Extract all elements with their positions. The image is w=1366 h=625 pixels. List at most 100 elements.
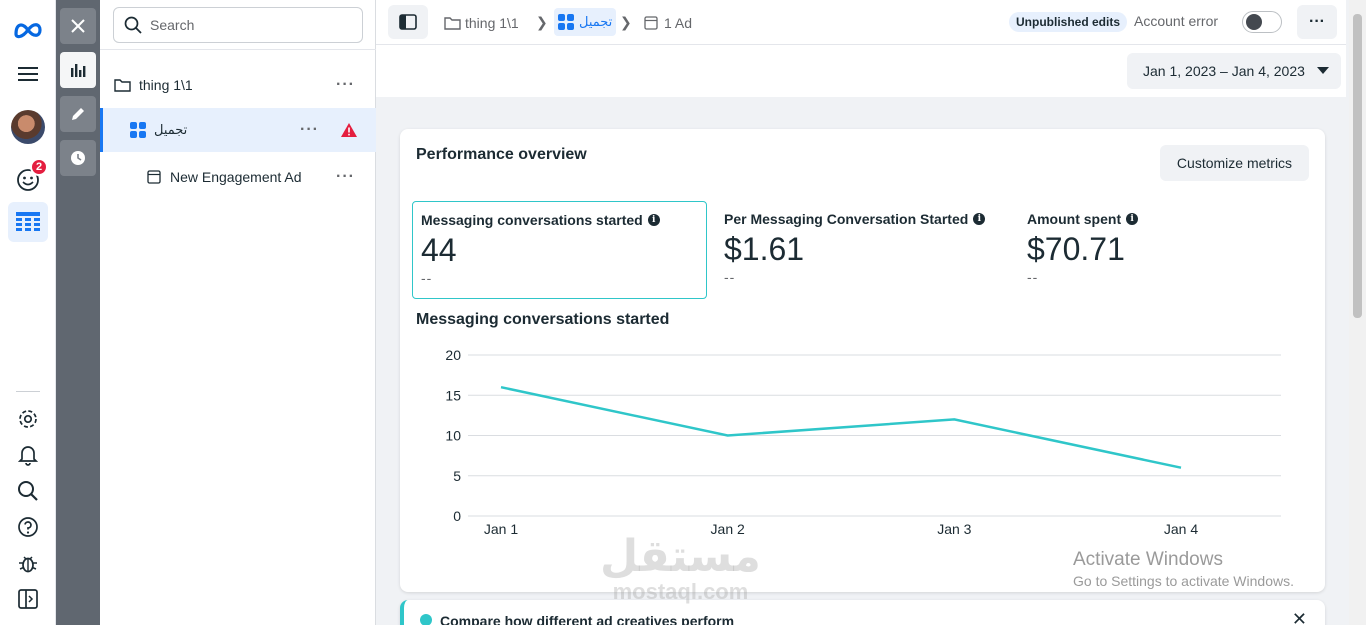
meta-logo-icon[interactable] bbox=[8, 10, 48, 50]
metric-comparison: -- bbox=[1027, 269, 1039, 285]
tip-icon bbox=[420, 614, 432, 625]
folder-icon bbox=[114, 79, 131, 92]
publish-toggle[interactable] bbox=[1242, 11, 1282, 33]
series-line bbox=[500, 385, 1182, 469]
ad-more-icon[interactable]: ··· bbox=[336, 168, 355, 185]
history-clock-icon[interactable] bbox=[60, 140, 96, 176]
adset-more-icon[interactable]: ··· bbox=[300, 121, 319, 138]
more-options-button[interactable]: ··· bbox=[1297, 5, 1337, 39]
mostaql-watermark: مستقل mostaql.com bbox=[600, 533, 761, 603]
chart-title: Messaging conversations started bbox=[416, 311, 670, 328]
edit-pencil-icon[interactable] bbox=[60, 96, 96, 132]
search-box[interactable] bbox=[113, 7, 363, 43]
x-tick-label: Jan 2 bbox=[711, 521, 745, 537]
x-tick-label: Jan 4 bbox=[1164, 521, 1198, 537]
caret-down-icon bbox=[1317, 67, 1329, 74]
tree-item-ad[interactable]: New Engagement Ad ··· bbox=[100, 155, 376, 199]
adset-grid-icon bbox=[130, 122, 146, 138]
close-icon[interactable] bbox=[60, 8, 96, 44]
mostaql-watermark-url: mostaql.com bbox=[612, 579, 749, 604]
y-tick-label: 15 bbox=[445, 387, 461, 403]
line-chart: 0 5 10 15 20 Jan 1 Jan 2 Jan 3 Jan 4 bbox=[445, 347, 1281, 537]
y-tick-label: 0 bbox=[453, 508, 461, 524]
breadcrumb-ads[interactable]: 1 Ad bbox=[644, 0, 692, 45]
scrollbar-thumb[interactable] bbox=[1353, 14, 1362, 318]
metric-value: $1.61 bbox=[724, 231, 805, 267]
unpublished-edits-badge[interactable]: Unpublished edits bbox=[1009, 12, 1128, 32]
info-icon[interactable]: i bbox=[1126, 213, 1139, 225]
search-icon[interactable] bbox=[8, 471, 48, 511]
side-panel-icon[interactable] bbox=[8, 579, 48, 619]
tree-divider bbox=[100, 49, 376, 50]
customize-metrics-button[interactable]: Customize metrics bbox=[1160, 145, 1309, 181]
avatar[interactable] bbox=[11, 110, 45, 144]
help-icon[interactable] bbox=[8, 507, 48, 547]
metric-value: 44 bbox=[421, 232, 457, 268]
emoji-notifications-icon[interactable]: 2 bbox=[8, 158, 48, 200]
info-icon[interactable]: i bbox=[647, 214, 660, 226]
notification-badge: 2 bbox=[30, 158, 48, 176]
performance-overview-card: Performance overview Customize metrics M… bbox=[400, 129, 1325, 592]
metric-tile-cost-per[interactable]: Per Messaging Conversation Started i $1.6… bbox=[716, 201, 1011, 299]
metric-comparison: -- bbox=[724, 269, 736, 285]
metric-comparison: -- bbox=[421, 270, 433, 286]
chevron-right-icon: ❯ bbox=[536, 14, 548, 30]
metric-tile-messaging[interactable]: Messaging conversations started i 44 -- bbox=[412, 201, 707, 299]
search-input[interactable] bbox=[150, 17, 350, 33]
campaign-name: thing 1\1 bbox=[139, 77, 193, 93]
metric-tile-amount-spent[interactable]: Amount spent i $70.71 -- bbox=[1019, 201, 1314, 299]
top-bar: thing 1\1 ❯ تجميل ❯ 1 Ad Unpublished edi… bbox=[376, 0, 1346, 45]
breadcrumb-campaign-label: thing 1\1 bbox=[465, 14, 519, 31]
chevron-right-icon: ❯ bbox=[620, 14, 632, 30]
y-tick-label: 20 bbox=[445, 347, 461, 363]
breadcrumb-ads-label: 1 Ad bbox=[664, 14, 693, 31]
date-range-picker[interactable]: Jan 1, 2023 – Jan 4, 2023 bbox=[1127, 53, 1341, 89]
search-icon bbox=[124, 16, 142, 34]
toggle-knob bbox=[1246, 14, 1262, 30]
ad-name: New Engagement Ad bbox=[170, 169, 302, 185]
x-tick-label: Jan 1 bbox=[484, 521, 518, 537]
metric-label: Amount spent bbox=[1027, 211, 1122, 227]
breadcrumb-adset[interactable]: تجميل bbox=[554, 8, 617, 36]
activate-windows-subtitle: Go to Settings to activate Windows. bbox=[1073, 573, 1294, 589]
adset-grid-icon bbox=[558, 14, 574, 30]
breadcrumb-campaign[interactable]: thing 1\1 bbox=[444, 0, 519, 45]
settings-gear-icon[interactable] bbox=[8, 399, 48, 439]
campaign-more-icon[interactable]: ··· bbox=[336, 76, 355, 93]
date-header: Jan 1, 2023 – Jan 4, 2023 bbox=[376, 45, 1346, 97]
y-tick-label: 10 bbox=[445, 428, 461, 444]
date-range-label: Jan 1, 2023 – Jan 4, 2023 bbox=[1143, 63, 1305, 79]
x-tick-label: Jan 3 bbox=[937, 521, 971, 537]
adset-name: تجميل bbox=[154, 122, 188, 137]
folder-icon bbox=[444, 16, 461, 30]
ad-page-icon bbox=[644, 15, 658, 30]
breadcrumb-adset-label: تجميل bbox=[579, 14, 613, 29]
warning-icon[interactable] bbox=[340, 122, 358, 138]
bug-report-icon[interactable] bbox=[8, 543, 48, 583]
info-icon[interactable]: i bbox=[973, 213, 986, 225]
tip-banner: Compare how different ad creatives perfo… bbox=[400, 600, 1325, 625]
global-nav-rail: 2 bbox=[0, 0, 56, 625]
metric-value: $70.71 bbox=[1027, 231, 1125, 267]
bar-chart-icon[interactable] bbox=[60, 52, 96, 88]
campaign-tree-panel: thing 1\1 ··· تجميل ··· New Engagement A… bbox=[100, 0, 376, 625]
metric-label: Messaging conversations started bbox=[421, 212, 643, 228]
close-icon[interactable]: ✕ bbox=[1291, 609, 1307, 625]
account-error-label[interactable]: Account error bbox=[1134, 13, 1219, 29]
toggle-sidebar-button[interactable] bbox=[388, 5, 428, 39]
activate-windows-title: Activate Windows bbox=[1073, 549, 1223, 570]
tree-item-campaign[interactable]: thing 1\1 ··· bbox=[100, 63, 376, 107]
menu-icon[interactable] bbox=[8, 54, 48, 94]
ad-page-icon bbox=[147, 170, 161, 184]
mode-toolbar bbox=[56, 0, 100, 625]
tip-text: Compare how different ad creatives perfo… bbox=[440, 613, 735, 625]
bell-icon[interactable] bbox=[8, 435, 48, 475]
metric-label: Per Messaging Conversation Started bbox=[724, 211, 969, 227]
card-title: Performance overview bbox=[416, 146, 587, 163]
mostaql-watermark-arabic: مستقل bbox=[600, 532, 761, 581]
ads-manager-table-icon[interactable] bbox=[8, 202, 48, 242]
tree-item-adset[interactable]: تجميل ··· bbox=[100, 108, 376, 152]
activate-windows-watermark: Activate Windows Go to Settings to activ… bbox=[1073, 549, 1294, 589]
sidebar-toggle-icon bbox=[399, 14, 417, 30]
page-scrollbar[interactable] bbox=[1349, 0, 1366, 625]
